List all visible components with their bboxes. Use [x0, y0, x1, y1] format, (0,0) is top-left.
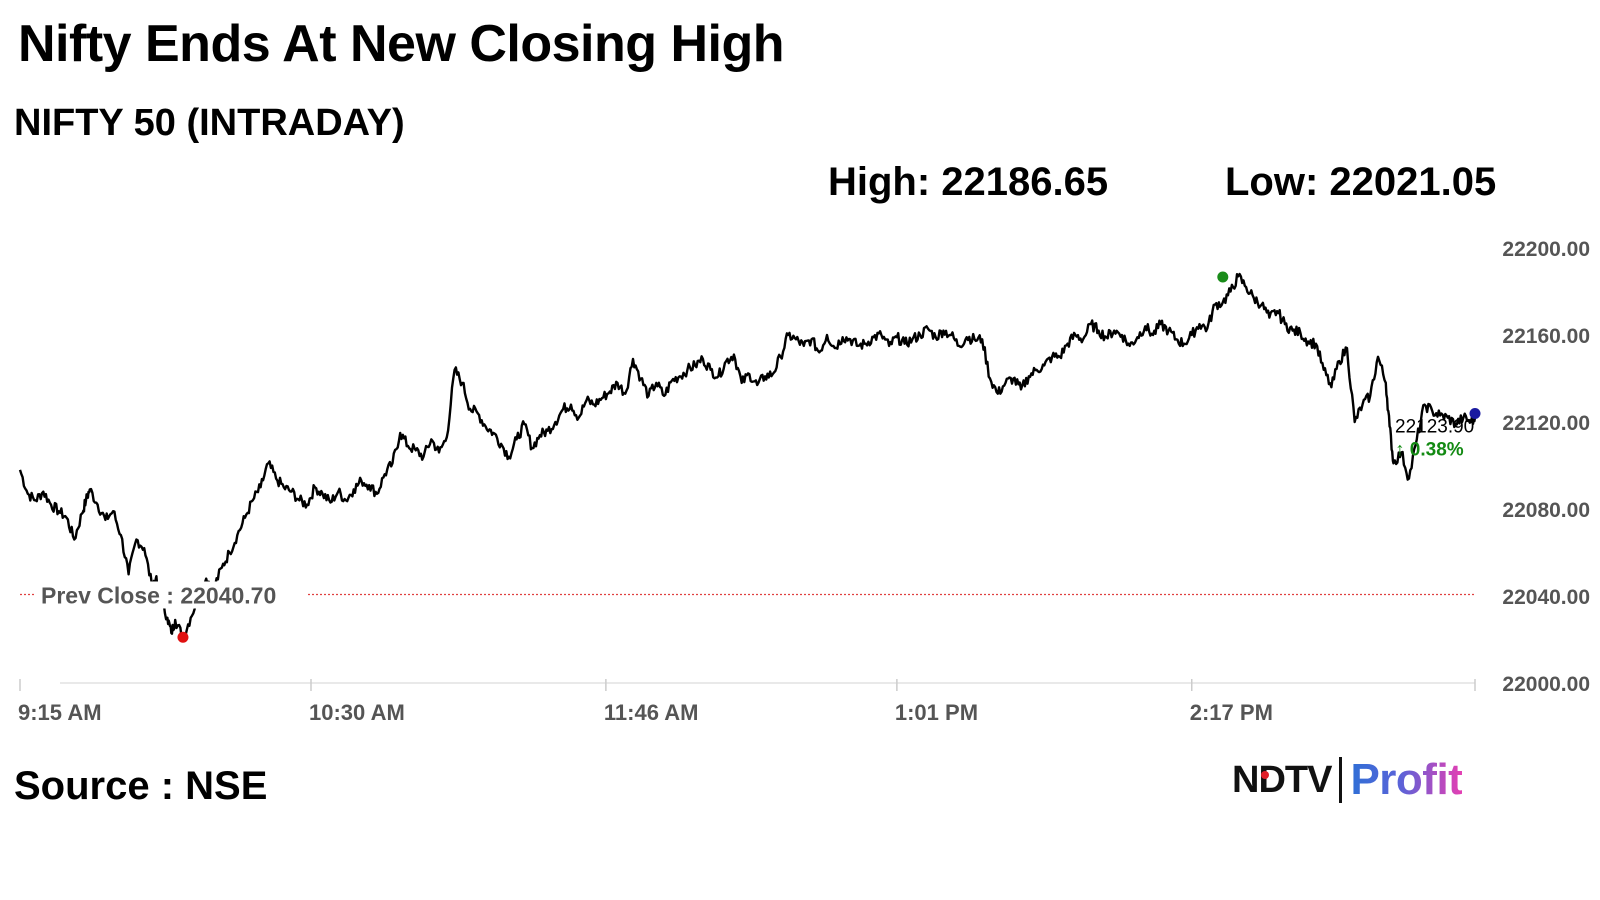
last-price-label: 22123.90 [1395, 417, 1474, 438]
ndtv-profit-logo: NDTV Profit [1232, 754, 1463, 806]
chart-title: Nifty Ends At New Closing High [18, 15, 784, 73]
x-tick-label: 9:15 AM [18, 700, 102, 725]
logo-separator [1339, 757, 1343, 803]
low-stat: Low: 22021.05 [1225, 160, 1497, 204]
chart-subtitle: NIFTY 50 (INTRADAY) [14, 102, 405, 144]
logo-ndtv-text: NDTV [1232, 758, 1332, 801]
prev-close-label: Prev Close : 22040.70 [41, 582, 276, 608]
y-tick-label: 22040.00 [1502, 586, 1590, 609]
last-point-marker [1469, 408, 1481, 420]
x-axis-ticks: 9:15 AM 10:30 AM 11:46 AM 1:01 PM 2:17 PM [18, 679, 1476, 725]
y-tick-label: 22080.00 [1502, 499, 1590, 522]
source-note: Source : NSE [14, 764, 268, 808]
nifty-price-line [18, 272, 1477, 640]
x-tick-label: 1:01 PM [895, 700, 978, 725]
y-axis-ticks: 22000.00 22040.00 22080.00 22120.00 22160.00… [1502, 238, 1590, 696]
high-stat: High: 22186.65 [828, 160, 1109, 204]
logo-red-dot [1261, 770, 1269, 779]
y-tick-label: 22200.00 [1502, 238, 1590, 261]
prev-close-label-bg [34, 581, 306, 609]
low-point-marker [177, 631, 189, 643]
x-tick-label: 2:17 PM [1190, 700, 1273, 725]
y-tick-label: 22120.00 [1502, 412, 1590, 435]
high-point-marker [1217, 271, 1229, 283]
y-tick-label: 22160.00 [1502, 325, 1590, 348]
x-tick-label: 11:46 AM [604, 700, 699, 725]
y-tick-label: 22000.00 [1502, 673, 1590, 696]
logo-profit-text: Profit [1350, 755, 1463, 804]
x-tick-label: 10:30 AM [309, 700, 405, 725]
change-percent-label: ↑ 0.38% [1395, 440, 1464, 461]
